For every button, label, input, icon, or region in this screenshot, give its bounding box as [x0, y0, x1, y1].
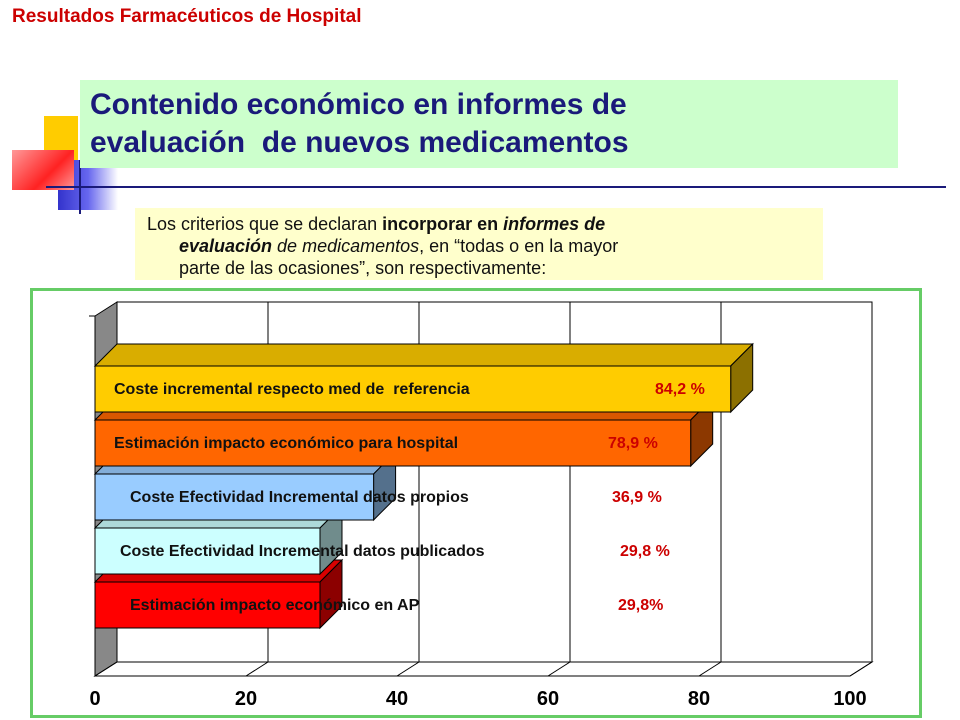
intro-line2-rest: , en “todas o en la mayor: [419, 236, 619, 256]
bar-label-3: Coste Efectividad Incremental datos prop…: [130, 489, 469, 506]
intro-line1-bold: incorporar en: [382, 214, 504, 234]
bar-1: [94, 365, 732, 413]
intro-line1-pre: Los criterios que se declaran: [147, 214, 383, 234]
intro-line2-bolditalic: evaluación: [179, 236, 273, 256]
bar-value-5: 29,8%: [618, 597, 663, 614]
floor-gridline-20: [245, 661, 269, 677]
horizontal-line-decoration: [46, 186, 946, 188]
red-square-decoration: [12, 150, 74, 190]
bar-3: [94, 473, 375, 521]
bar-value-3: 36,9 %: [612, 489, 662, 506]
title-box: [80, 80, 898, 168]
bar-label-5: Estimación impacto económico en AP: [130, 597, 420, 614]
bar-label-1: Coste incremental respecto med de refere…: [114, 381, 470, 398]
bar-value-1: 84,2 %: [655, 381, 705, 398]
floor-gridline-60: [547, 661, 571, 677]
intro-text: Los criterios que se declaran incorporar…: [147, 213, 808, 279]
header-title: Resultados Farmacéuticos de Hospital: [12, 6, 362, 27]
bar-top-1: [93, 343, 754, 367]
intro-line3: parte de las ocasiones”, son respectivam…: [179, 258, 547, 278]
bar-2: [94, 419, 692, 467]
floor-gridline-0: [94, 661, 118, 677]
slide-title-line2: evaluación de nuevos medicamentos: [90, 126, 629, 159]
intro-box: [135, 208, 823, 280]
bar-label-4: Coste Efectividad Incremental datos publ…: [120, 543, 485, 560]
slide-title-line1: Contenido económico en informes de: [90, 88, 627, 121]
vertical-line-decoration: [79, 160, 81, 214]
bar-value-2: 78,9 %: [608, 435, 658, 452]
intro-line1-bolditalic: informes de: [503, 214, 606, 234]
slide-title: Contenido económico en informes de evalu…: [90, 86, 890, 162]
bar-label-2: Estimación impacto económico para hospit…: [114, 435, 458, 452]
floor-gridline-80: [698, 661, 722, 677]
x-tick-label: 20: [235, 688, 257, 710]
x-tick-label: 80: [688, 688, 710, 710]
x-tick-label: 0: [89, 688, 100, 710]
x-tick-label: 60: [537, 688, 559, 710]
intro-line2-italic: de medicamentos: [272, 236, 420, 256]
chart-floor: [93, 661, 874, 677]
intro-line2: evaluación de medicamentos, en “todas o …: [148, 235, 808, 257]
floor-gridline-100: [849, 661, 873, 677]
bar-value-4: 29,8 %: [620, 543, 670, 560]
floor-gridline-40: [396, 661, 420, 677]
x-tick-label: 40: [386, 688, 408, 710]
x-tick-label: 100: [833, 688, 866, 710]
bar-5: [94, 581, 321, 629]
bar-4: [94, 527, 321, 575]
